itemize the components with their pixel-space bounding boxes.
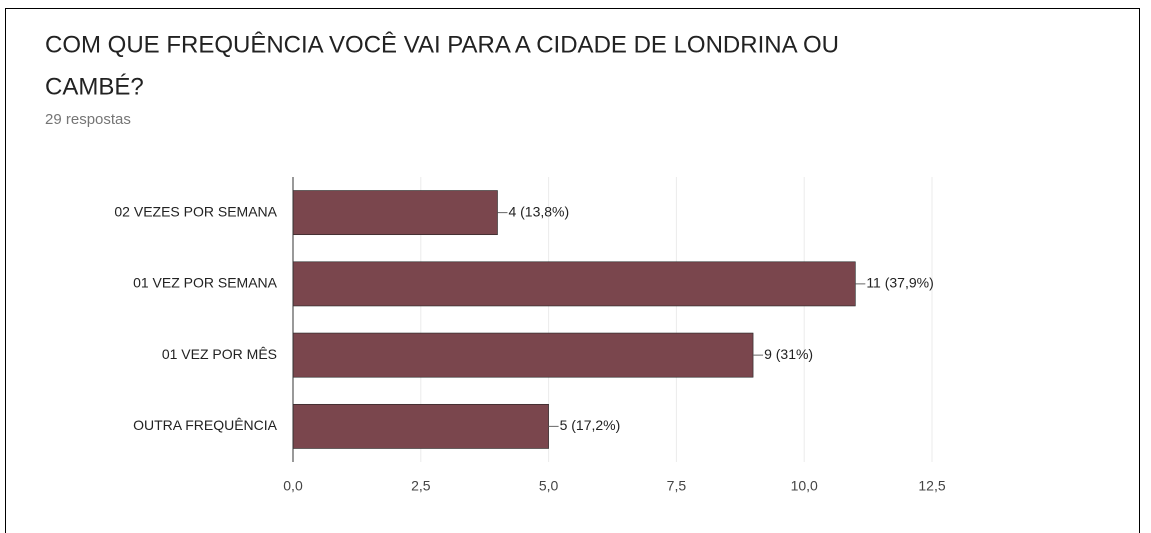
y-tick-label: 01 VEZ POR SEMANA bbox=[133, 275, 278, 291]
chart-title: CAMBÉ? bbox=[45, 73, 144, 100]
y-tick-label: 01 VEZ POR MÊS bbox=[162, 346, 277, 362]
x-tick-label: 5,0 bbox=[539, 478, 559, 494]
subtitle: 29 respostas bbox=[45, 111, 131, 128]
y-tick-label: 02 VEZES POR SEMANA bbox=[114, 203, 277, 219]
x-tick-label: 0,0 bbox=[283, 478, 303, 494]
value-label: 4 (13,8%) bbox=[508, 203, 569, 219]
x-tick-label: 10,0 bbox=[791, 478, 818, 494]
bar bbox=[292, 261, 856, 307]
bar bbox=[292, 403, 549, 449]
x-tick-label: 7,5 bbox=[667, 478, 687, 494]
value-label: 5 (17,2%) bbox=[560, 417, 621, 433]
x-tick-label: 2,5 bbox=[411, 478, 431, 494]
bar bbox=[292, 332, 754, 378]
bar bbox=[292, 190, 498, 236]
chart-title: COM QUE FREQUÊNCIA VOCÊ VAI PARA A CIDAD… bbox=[45, 31, 839, 58]
y-tick-label: OUTRA FREQUÊNCIA bbox=[133, 417, 278, 433]
value-label: 11 (37,9%) bbox=[866, 275, 933, 291]
x-tick-label: 12,5 bbox=[918, 478, 945, 494]
value-label: 9 (31%) bbox=[764, 346, 813, 362]
